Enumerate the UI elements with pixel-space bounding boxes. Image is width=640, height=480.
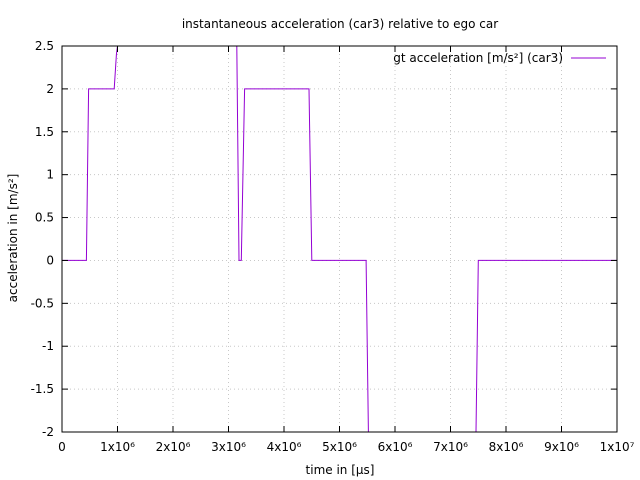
x-tick-label: 3x10⁶ [211,440,246,454]
x-tick-label: 0 [58,440,66,454]
x-tick-label: 5x10⁶ [322,440,357,454]
legend-label: gt acceleration [m/s²] (car3) [393,51,563,65]
x-tick-label: 1x10⁷ [600,440,635,454]
chart-title: instantaneous acceleration (car3) relati… [182,17,498,31]
x-tick-label: 4x10⁶ [267,440,302,454]
y-tick-label: 0.5 [35,211,54,225]
x-tick-label: 6x10⁶ [378,440,413,454]
y-tick-label: 1 [46,168,54,182]
legend: gt acceleration [m/s²] (car3) [393,51,606,65]
y-tick-label: 1.5 [35,125,54,139]
x-tick-label: 7x10⁶ [433,440,468,454]
y-tick-label: -0.5 [31,296,54,310]
x-axis-label: time in [µs] [306,463,375,477]
x-tick-label: 9x10⁶ [544,440,579,454]
y-tick-label: -2 [42,425,54,439]
y-tick-label: 2 [46,82,54,96]
y-tick-label: -1.5 [31,382,54,396]
axis-ticks: 0 1x10⁶ 2x10⁶ 3x10⁶ 4x10⁶ 5x10⁶ 6x10⁶ 7x10⁶ 8x10… [31,39,635,454]
x-tick-label: 2x10⁶ [156,440,191,454]
x-tick-label: 8x10⁶ [489,440,524,454]
y-axis-label: acceleration in [m/s²] [6,174,20,303]
y-tick-label: 0 [46,253,54,267]
grid-lines [62,46,617,432]
y-tick-label: 2.5 [35,39,54,53]
x-tick-label: 1x10⁶ [100,440,135,454]
y-tick-label: -1 [42,339,54,353]
